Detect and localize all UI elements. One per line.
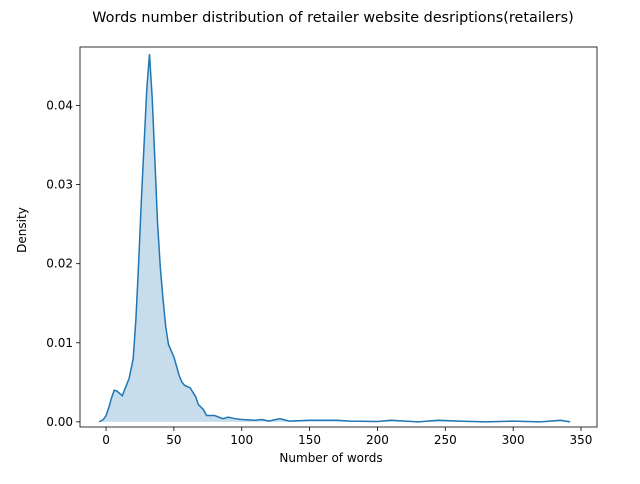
x-tick-label: 100 — [230, 433, 253, 447]
y-tick-label: 0.04 — [46, 99, 73, 113]
density-line — [98, 54, 571, 423]
y-tick-label: 0.00 — [46, 415, 73, 429]
x-tick-label: 50 — [166, 433, 181, 447]
x-tick-label: 350 — [570, 433, 593, 447]
y-tick-label: 0.02 — [46, 257, 73, 271]
y-axis-label: Density — [15, 207, 29, 253]
chart-title: Words number distribution of retailer we… — [92, 10, 573, 26]
x-axis-label: Number of words — [279, 451, 382, 465]
x-tick-label: 0 — [102, 433, 110, 447]
x-tick-label: 150 — [298, 433, 321, 447]
density-area — [99, 54, 571, 422]
x-tick-label: 300 — [502, 433, 525, 447]
axes-frame — [79, 46, 598, 428]
x-tick-label: 200 — [366, 433, 389, 447]
y-tick-label: 0.01 — [46, 336, 73, 350]
y-tick-label: 0.03 — [46, 178, 73, 192]
x-tick-label: 250 — [434, 433, 457, 447]
